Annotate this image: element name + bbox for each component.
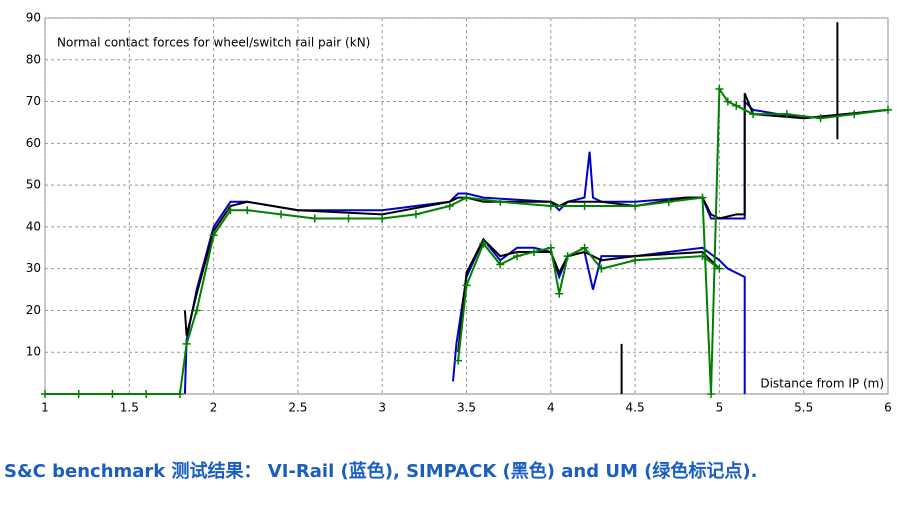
- y-tick-label: 10: [26, 345, 41, 359]
- x-tick-label: 4.5: [626, 401, 645, 415]
- x-tick-label: 1: [41, 401, 49, 415]
- series-line: [183, 92, 889, 336]
- plus-marker: [445, 202, 454, 210]
- y-tick-label: 20: [26, 303, 41, 317]
- plus-marker: [378, 214, 387, 223]
- y-tick-label: 90: [26, 11, 41, 25]
- chart-title: Normal contact forces for wheel/switch r…: [57, 36, 370, 50]
- plus-marker: [706, 390, 715, 398]
- y-tick-label: 40: [26, 219, 41, 233]
- plus-marker: [580, 202, 589, 210]
- plus-marker: [182, 339, 191, 348]
- plus-marker: [513, 252, 522, 261]
- x-tick-label: 4: [547, 401, 555, 415]
- plus-marker: [563, 252, 572, 261]
- plus-marker: [529, 247, 538, 256]
- plus-marker: [749, 110, 758, 119]
- plus-marker: [597, 264, 606, 273]
- caption: S&C benchmark 测试结果： VI-Rail (蓝色), SIMPAC…: [4, 460, 757, 482]
- series-line: [620, 22, 839, 394]
- plus-marker: [108, 390, 117, 398]
- y-tick-label: 50: [26, 178, 41, 192]
- plus-marker: [816, 114, 825, 123]
- plus-marker: [243, 206, 252, 215]
- plus-marker: [546, 243, 555, 252]
- plus-marker: [454, 356, 463, 365]
- plus-marker: [850, 110, 859, 119]
- x-axis-label: Distance from IP (m): [760, 377, 884, 391]
- plus-marker: [698, 252, 707, 261]
- x-tick-label: 6: [884, 401, 892, 415]
- plus-marker: [555, 289, 564, 298]
- x-tick-label: 3.5: [457, 401, 476, 415]
- x-tick-label: 2.5: [288, 401, 307, 415]
- plus-marker: [462, 193, 471, 202]
- series-line: [457, 237, 721, 353]
- y-tick-label: 60: [26, 136, 41, 150]
- plus-marker: [209, 231, 218, 240]
- plus-marker: [723, 97, 732, 106]
- plus-marker: [546, 202, 555, 210]
- plus-marker: [226, 206, 235, 215]
- plus-marker: [411, 210, 420, 219]
- plus-marker: [175, 390, 184, 398]
- plus-marker: [192, 306, 201, 315]
- plus-marker: [631, 202, 640, 210]
- x-tick-label: 5: [716, 401, 724, 415]
- plus-marker: [479, 239, 488, 248]
- plus-marker: [715, 264, 724, 273]
- plus-marker: [884, 105, 892, 114]
- plus-marker: [277, 210, 286, 219]
- plus-marker: [41, 390, 49, 398]
- x-tick-label: 3: [378, 401, 386, 415]
- plus-marker: [496, 197, 505, 206]
- plus-marker: [74, 390, 83, 398]
- plus-marker: [698, 193, 707, 202]
- plus-marker: [631, 256, 640, 265]
- plus-marker: [310, 214, 319, 223]
- plus-marker: [462, 281, 471, 290]
- plus-marker: [496, 260, 505, 269]
- plus-marker: [580, 243, 589, 252]
- y-tick-label: 70: [26, 94, 41, 108]
- plus-marker: [344, 214, 353, 223]
- plus-marker: [664, 197, 673, 206]
- plus-marker: [142, 390, 151, 398]
- plus-marker: [732, 101, 741, 110]
- y-tick-label: 80: [26, 52, 41, 66]
- x-tick-label: 2: [210, 401, 218, 415]
- plus-marker: [715, 85, 724, 94]
- x-tick-label: 1.5: [120, 401, 139, 415]
- plus-marker: [782, 110, 791, 119]
- y-tick-label: 30: [26, 261, 41, 275]
- x-tick-label: 5.5: [794, 401, 813, 415]
- series-line: [457, 241, 720, 361]
